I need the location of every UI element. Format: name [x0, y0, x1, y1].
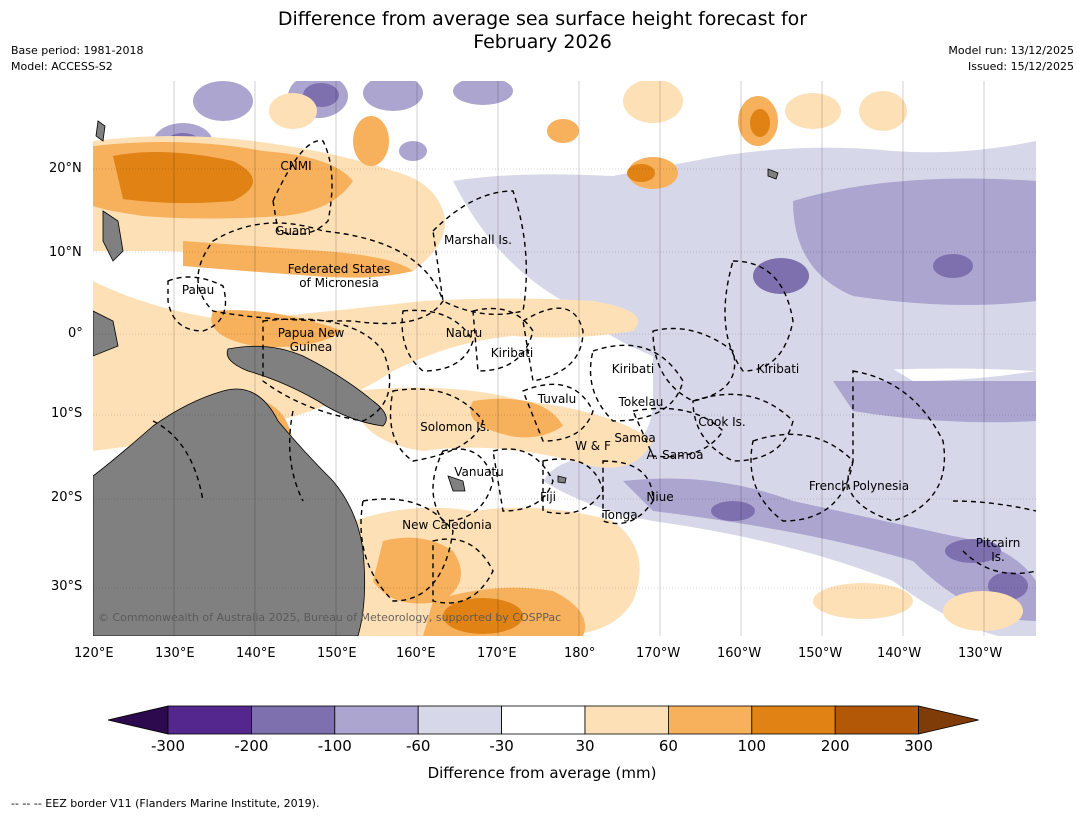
colorbar-tick-label: -100 [318, 737, 352, 755]
label-pitcairn-2: Is. [991, 550, 1005, 564]
colorbar-title: Difference from average (mm) [428, 764, 657, 782]
label-solomon: Solomon Is. [420, 420, 490, 434]
colorbar-tick-labels: -300 -200 -100 -60 -30 30 60 100 200 300 [151, 737, 933, 755]
colorbar-segment [250, 705, 336, 735]
lon-label: 170°W [636, 646, 681, 661]
issued-date: Issued: 15/12/2025 [967, 60, 1074, 73]
label-fiji: Fiji [540, 490, 556, 504]
lon-label: 170°E [477, 646, 517, 661]
land-masses [93, 120, 779, 636]
lon-label: 130°E [155, 646, 195, 661]
chart-title: Difference from average sea surface heig… [0, 8, 1085, 54]
model-run: Model run: 13/12/2025 [948, 44, 1074, 57]
colorbar-segment [334, 705, 419, 735]
borneo-land [93, 310, 119, 357]
label-american-samoa: A. Samoa [647, 448, 704, 462]
taiwan-land [95, 120, 106, 142]
label-vanuatu: Vanuatu [454, 465, 504, 479]
colorbar-tick-label: -200 [234, 737, 268, 755]
sea-level-map: CNMI Guam Marshall Is. Federated States … [93, 81, 1036, 636]
colorbar-tick-label: 60 [659, 737, 678, 755]
label-png-2: Guinea [290, 340, 333, 354]
label-guam: Guam [275, 224, 311, 238]
lon-label: 140°E [236, 646, 276, 661]
colorbar-tick-label: 300 [904, 737, 933, 755]
label-nauru: Nauru [446, 326, 482, 340]
lon-label: 140°W [877, 646, 922, 661]
label-tokelau: Tokelau [618, 395, 664, 409]
colorbar-segment [501, 705, 586, 735]
lat-label: 10°S [51, 406, 83, 421]
colorbar-tick-label: -30 [489, 737, 513, 755]
label-niue: Niue [646, 490, 673, 504]
label-french-polynesia: French Polynesia [809, 479, 909, 493]
colorbar-tick-label: -300 [151, 737, 185, 755]
australia-land [93, 388, 366, 636]
lon-label: 160°W [717, 646, 762, 661]
label-new-caledonia: New Caledonia [402, 518, 492, 532]
fiji-land [557, 475, 567, 484]
meta-right: Model run: 13/12/2025 Issued: 15/12/2025 [948, 43, 1074, 75]
label-palau: Palau [182, 283, 214, 297]
base-period: Base period: 1981-2018 [11, 44, 144, 57]
lon-label: 150°W [798, 646, 843, 661]
label-wallis-futuna: W & F [575, 439, 611, 453]
lat-label: 30°S [51, 579, 83, 594]
label-png-1: Papua New [278, 326, 345, 340]
lat-label: 0° [68, 326, 83, 341]
lat-label: 10°N [49, 245, 82, 260]
label-kiribati-east: Kiribati [757, 362, 799, 376]
lon-label: 120°E [74, 646, 114, 661]
lon-label: 130°W [958, 646, 1003, 661]
place-labels: CNMI Guam Marshall Is. Federated States … [182, 159, 1020, 564]
lon-label: 150°E [317, 646, 357, 661]
colorbar: -300 -200 -100 -60 -30 30 60 100 200 300 Differen… [107, 705, 979, 782]
colorbar-tick-label: 30 [575, 737, 594, 755]
colorbar-extend-low [107, 705, 169, 735]
meta-left: Base period: 1981-2018 Model: ACCESS-S2 [11, 43, 143, 75]
model-name: Model: ACCESS-S2 [11, 60, 113, 73]
label-fsm-1: Federated States [288, 262, 390, 276]
colorbar-segment [167, 705, 252, 735]
eez-borders [152, 140, 1036, 604]
label-tonga: Tonga [601, 508, 637, 522]
new-guinea-land [226, 345, 387, 427]
graticule [93, 81, 1036, 636]
colorbar-tick-label: 200 [821, 737, 850, 755]
label-fsm-2: of Micronesia [299, 276, 379, 290]
philippines-land [102, 210, 124, 262]
lat-label: 20°S [51, 490, 83, 505]
label-tuvalu: Tuvalu [537, 392, 577, 406]
eez-legend: -- -- -- EEZ border V11 (Flanders Marine… [11, 797, 320, 810]
lon-label: 160°E [396, 646, 436, 661]
map-copyright: © Commonwealth of Australia 2025, Bureau… [98, 611, 561, 624]
label-cnmi: CNMI [280, 159, 311, 173]
label-pitcairn-1: Pitcairn [976, 536, 1021, 550]
colorbar-segments [107, 705, 979, 735]
lat-label: 20°N [49, 161, 82, 176]
label-kiribati-central: Kiribati [612, 362, 654, 376]
title-line-2: February 2026 [473, 31, 612, 53]
label-cook: Cook Is. [698, 415, 745, 429]
colorbar-segment [834, 705, 920, 735]
colorbar-segment [668, 705, 753, 735]
title-line-1: Difference from average sea surface heig… [277, 8, 808, 30]
hawaii-land [767, 168, 779, 180]
colorbar-tick-label: 100 [737, 737, 766, 755]
lon-label: 180° [564, 646, 596, 661]
label-samoa: Samoa [614, 431, 655, 445]
colorbar-tick-label: -60 [406, 737, 431, 755]
colorbar-extend-high [918, 705, 979, 735]
new-zealand-land [447, 475, 466, 492]
label-kiribati-west: Kiribati [491, 346, 533, 360]
colorbar-segment [751, 705, 836, 735]
colorbar-segment [417, 705, 503, 735]
label-marshall: Marshall Is. [444, 233, 512, 247]
colorbar-segment [584, 705, 669, 735]
